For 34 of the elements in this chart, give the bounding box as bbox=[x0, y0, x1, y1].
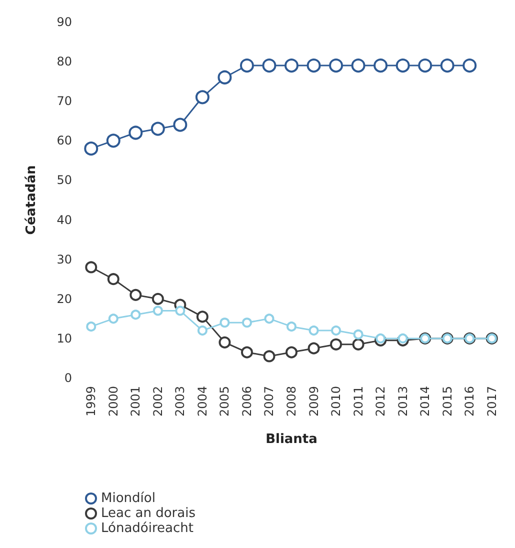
y-tick-label: 40 bbox=[56, 212, 72, 227]
x-tick-label: 2008 bbox=[284, 386, 298, 417]
y-tick-label: 70 bbox=[56, 94, 72, 108]
x-tick-label: 2009 bbox=[306, 386, 321, 417]
legend-label: Leac an dorais bbox=[101, 506, 196, 521]
x-axis-title: Blianta bbox=[266, 432, 318, 447]
y-tick-label: 0 bbox=[64, 371, 72, 385]
y-axis-title: Céatadán bbox=[24, 165, 39, 235]
y-tick-label: 80 bbox=[56, 54, 72, 69]
y-tick-label: 30 bbox=[56, 252, 72, 266]
x-tick-label: 2014 bbox=[418, 386, 432, 417]
x-tick-label: 2006 bbox=[240, 386, 254, 417]
x-tick-label: 2003 bbox=[173, 386, 188, 417]
x-tick-label: 2013 bbox=[396, 386, 410, 417]
x-tick-label: 2011 bbox=[351, 386, 366, 417]
y-tick-label: 50 bbox=[56, 173, 72, 188]
x-tick-label: 2002 bbox=[150, 386, 165, 417]
x-tick-label: 1999 bbox=[84, 386, 98, 417]
x-tick-label: 2015 bbox=[440, 386, 454, 417]
x-tick-label: 2010 bbox=[329, 386, 344, 417]
x-tick-label: 2017 bbox=[484, 386, 499, 417]
x-tick-label: 2005 bbox=[218, 386, 232, 417]
legend-label: Miondíol bbox=[101, 491, 156, 506]
legend-label: Lónadóireacht bbox=[101, 521, 194, 536]
x-tick-label: 2016 bbox=[462, 386, 477, 417]
x-tick-label: 2000 bbox=[106, 386, 120, 417]
x-tick-label: 2001 bbox=[128, 386, 143, 417]
x-tick-label: 2004 bbox=[195, 386, 210, 417]
y-tick-label: 60 bbox=[56, 134, 72, 148]
y-tick-label: 20 bbox=[56, 292, 72, 306]
y-tick-label: 90 bbox=[56, 15, 72, 29]
y-tick-label: 10 bbox=[56, 331, 72, 346]
x-tick-label: 2012 bbox=[374, 386, 388, 417]
x-tick-label: 2007 bbox=[262, 386, 276, 417]
